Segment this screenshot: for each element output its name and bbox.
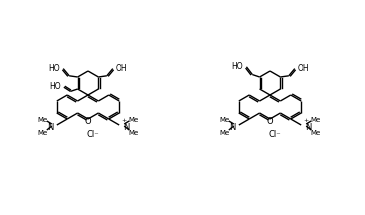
Text: +: + — [304, 118, 309, 123]
Text: Me: Me — [220, 117, 230, 123]
Text: N: N — [47, 123, 53, 132]
Text: N: N — [123, 123, 129, 132]
Text: OH: OH — [298, 64, 310, 73]
Text: HO: HO — [49, 64, 60, 73]
Text: Cl⁻: Cl⁻ — [87, 130, 99, 139]
Text: N: N — [305, 123, 311, 132]
Text: N: N — [228, 123, 235, 132]
Text: Cl⁻: Cl⁻ — [269, 130, 281, 139]
Text: Me: Me — [38, 130, 48, 136]
Text: O: O — [85, 118, 91, 126]
Text: Me: Me — [128, 130, 138, 136]
Text: O: O — [267, 118, 273, 126]
Text: Me: Me — [128, 117, 138, 123]
Text: HO: HO — [232, 62, 243, 71]
Text: Me: Me — [38, 117, 48, 123]
Text: HO: HO — [49, 82, 61, 91]
Text: Me: Me — [310, 117, 320, 123]
Text: Me: Me — [310, 130, 320, 136]
Text: Me: Me — [220, 130, 230, 136]
Text: OH: OH — [116, 64, 128, 73]
Text: +: + — [122, 118, 127, 123]
